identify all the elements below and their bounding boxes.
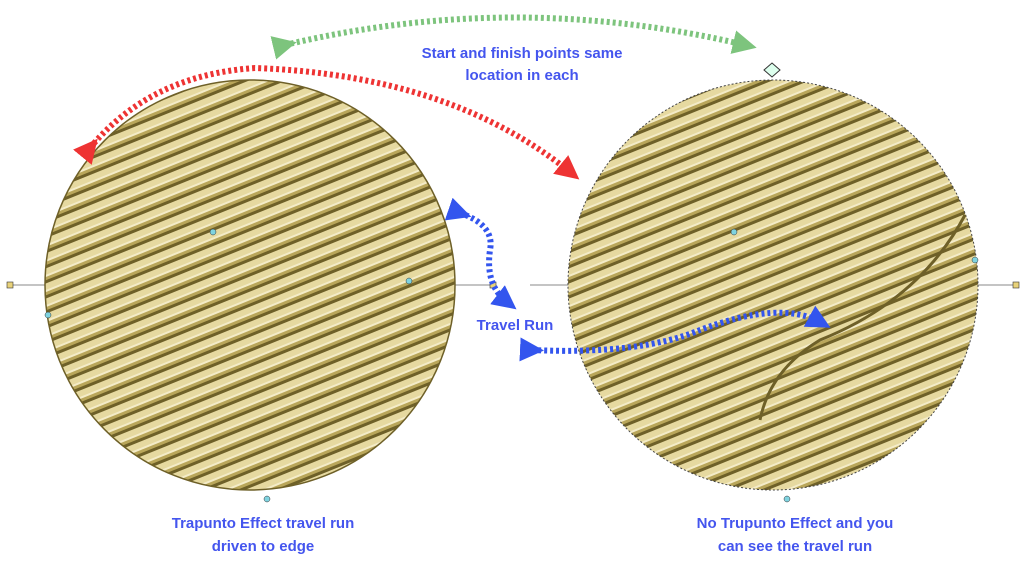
right-embroidery [567, 79, 979, 491]
left-embroidery [44, 79, 456, 491]
top-note: Start and finish points same [422, 45, 623, 62]
middle-note: Travel Run [477, 317, 554, 334]
node [263, 495, 271, 503]
blue-arrow [519, 305, 831, 362]
left-caption: driven to edge [212, 538, 315, 555]
red-arrow [73, 64, 580, 180]
blue-arrow [444, 197, 517, 310]
right-caption: can see the travel run [718, 538, 872, 555]
green-arrow [270, 14, 757, 60]
handle [1012, 281, 1020, 289]
right-caption: No Trupunto Effect and you [697, 515, 894, 532]
top-note: location in each [465, 67, 578, 84]
node [209, 228, 217, 236]
node [44, 311, 52, 319]
node [405, 277, 413, 285]
left-caption: Trapunto Effect travel run [172, 515, 355, 532]
start-point [763, 62, 781, 78]
handle [6, 281, 14, 289]
node [971, 256, 979, 264]
travel-run [758, 214, 967, 421]
node [730, 228, 738, 236]
node [783, 495, 791, 503]
